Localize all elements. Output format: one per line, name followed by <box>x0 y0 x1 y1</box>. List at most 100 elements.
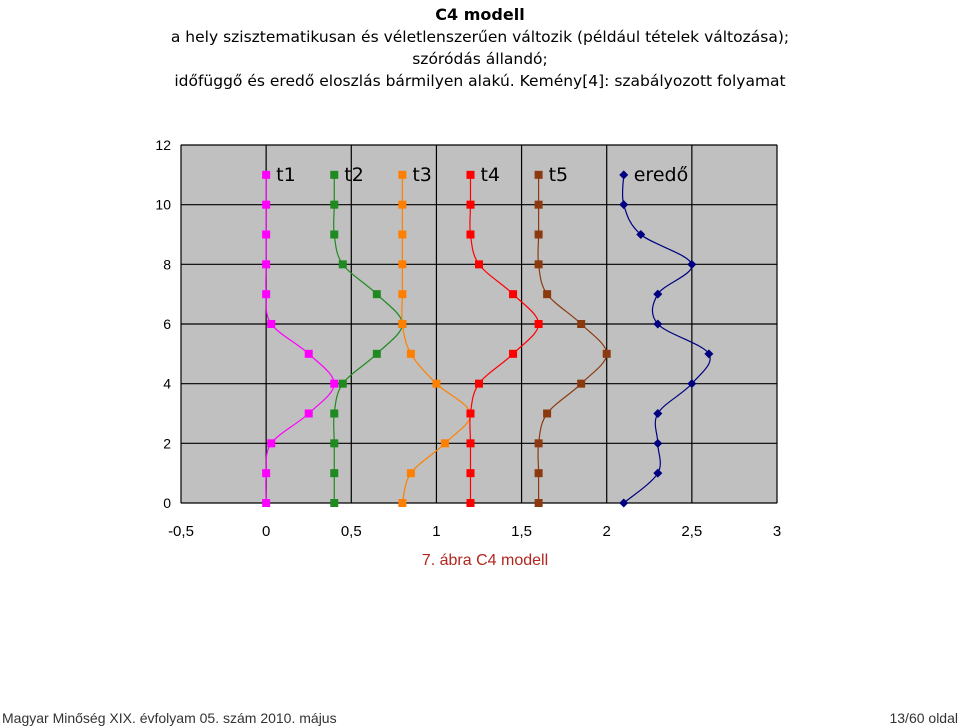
data-point-eredő <box>619 200 629 210</box>
description-line-1: a hely szisztematikusan és véletlenszerű… <box>170 28 790 46</box>
header: C4 modell a hely szisztematikusan és vél… <box>0 4 960 92</box>
data-point-t5 <box>534 170 543 179</box>
data-point-t1 <box>262 469 271 478</box>
data-point-t3 <box>406 469 415 478</box>
data-point-t2 <box>330 439 339 448</box>
data-point-t2 <box>372 290 381 299</box>
data-point-t2 <box>330 170 339 179</box>
data-point-t3 <box>440 439 449 448</box>
data-point-eredő <box>653 319 663 329</box>
x-tick-label: -0,5 <box>168 523 194 540</box>
data-point-t5 <box>534 439 543 448</box>
data-point-eredő <box>619 170 629 180</box>
data-point-t4 <box>466 170 475 179</box>
series-label: t4 <box>480 164 500 186</box>
data-point-eredő <box>704 349 714 359</box>
x-tick-label: 0,5 <box>341 523 362 540</box>
description-line-2: szóródás állandó; <box>412 50 548 68</box>
y-tick-label: 4 <box>163 376 171 392</box>
data-point-t5 <box>577 379 586 388</box>
data-point-t1 <box>304 349 313 358</box>
data-point-t4 <box>466 469 475 478</box>
data-point-eredő <box>619 498 629 508</box>
data-point-t3 <box>432 379 441 388</box>
footer-page-number: 13/60 oldal <box>889 710 958 726</box>
data-point-t2 <box>330 409 339 418</box>
y-tick-label: 0 <box>163 495 171 511</box>
data-point-t4 <box>466 200 475 209</box>
y-tick-label: 8 <box>163 256 171 272</box>
y-tick-label: 12 <box>155 137 171 153</box>
data-point-eredő <box>653 468 663 478</box>
data-point-t1 <box>267 320 276 328</box>
data-point-t1 <box>267 439 276 448</box>
x-tick-label: 2 <box>603 523 611 540</box>
data-point-t5 <box>534 499 543 507</box>
data-point-eredő <box>653 289 663 299</box>
data-point-t2 <box>372 349 381 358</box>
data-point-t2 <box>330 230 339 239</box>
data-point-t2 <box>338 260 347 269</box>
x-tick-label: 1 <box>432 523 440 540</box>
data-point-t5 <box>534 469 543 478</box>
data-point-t5 <box>543 290 552 299</box>
data-point-t4 <box>466 409 475 418</box>
data-point-t5 <box>543 409 552 418</box>
data-point-t2 <box>330 200 339 209</box>
x-tick-label: 1,5 <box>511 523 532 540</box>
data-point-t5 <box>577 320 586 328</box>
series-label: t1 <box>276 164 296 186</box>
data-point-eredő <box>653 409 663 418</box>
series-label: t3 <box>412 164 432 186</box>
data-point-eredő <box>636 230 646 239</box>
data-point-t3 <box>398 320 407 328</box>
data-point-t3 <box>398 200 407 209</box>
data-point-t4 <box>475 260 483 269</box>
data-point-t4 <box>466 499 475 507</box>
footer-publication: Magyar Minőség XIX. évfolyam 05. szám 20… <box>2 710 337 726</box>
data-point-t4 <box>534 320 543 328</box>
data-point-t1 <box>262 290 271 299</box>
data-point-t5 <box>534 260 543 269</box>
series-label: eredő <box>634 164 688 186</box>
y-tick-label: 2 <box>163 435 171 451</box>
data-point-t3 <box>398 230 407 239</box>
data-point-eredő <box>687 259 697 269</box>
x-tick-label: 3 <box>773 523 781 540</box>
figure-caption: 7. ábra C4 modell <box>421 552 549 569</box>
x-tick-label: 2,5 <box>681 523 702 540</box>
data-point-t1 <box>262 170 271 179</box>
data-point-t3 <box>398 290 407 299</box>
series-label: t2 <box>344 164 364 186</box>
data-point-t3 <box>398 499 407 507</box>
data-point-t4 <box>466 439 475 448</box>
data-point-t5 <box>534 200 543 209</box>
data-point-t5 <box>602 349 611 358</box>
data-point-t1 <box>262 200 271 209</box>
data-point-t1 <box>330 379 339 388</box>
data-point-t4 <box>475 379 483 388</box>
data-point-t1 <box>262 260 271 269</box>
data-point-t4 <box>509 349 518 358</box>
data-point-t3 <box>406 349 415 358</box>
data-point-t3 <box>398 260 407 269</box>
data-point-t4 <box>509 290 518 299</box>
data-point-t5 <box>534 230 543 239</box>
data-point-t3 <box>398 170 407 179</box>
data-point-t4 <box>466 230 475 239</box>
data-point-t1 <box>262 499 271 507</box>
data-point-t2 <box>330 469 339 478</box>
data-point-t2 <box>330 499 339 507</box>
y-tick-label: 10 <box>155 197 171 213</box>
y-tick-label: 6 <box>163 316 171 332</box>
page-title: C4 modell <box>435 5 525 24</box>
data-point-eredő <box>653 438 663 448</box>
description-line-3: időfüggő és eredő eloszlás bármilyen ala… <box>174 72 786 90</box>
data-point-eredő <box>687 379 697 389</box>
x-tick-label: 0 <box>262 523 270 540</box>
data-point-t1 <box>304 409 313 418</box>
data-point-t1 <box>262 230 271 239</box>
series-label: t5 <box>549 164 569 186</box>
data-point-t2 <box>338 379 347 388</box>
